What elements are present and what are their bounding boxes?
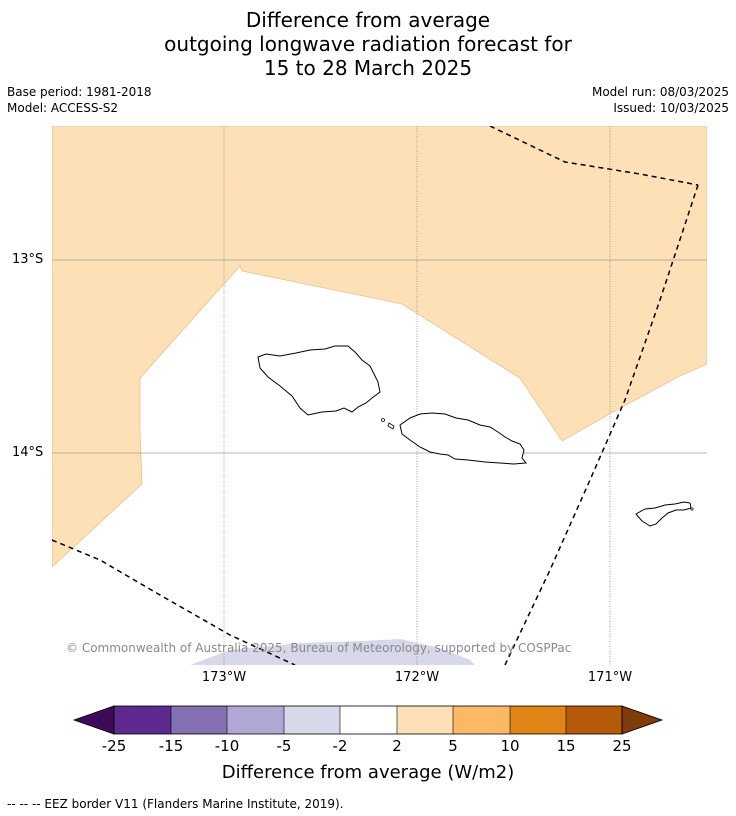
colorbar-tick: -15 bbox=[158, 737, 184, 755]
eez-border-east bbox=[504, 184, 699, 665]
colorbar-tick: -5 bbox=[276, 737, 292, 755]
colorbar-extend-low bbox=[72, 705, 115, 735]
colorbar-tick: 5 bbox=[448, 737, 458, 755]
meta-right: Model run: 08/03/2025 Issued: 10/03/2025 bbox=[592, 84, 729, 116]
colorbar-bin-6 bbox=[397, 706, 453, 734]
islet-3 bbox=[690, 507, 694, 511]
tutuila-island bbox=[635, 501, 692, 527]
colorbar bbox=[72, 705, 664, 735]
colorbar-bin-9 bbox=[566, 706, 622, 734]
colorbar-bin-4 bbox=[284, 706, 340, 734]
colorbar-bin-2 bbox=[171, 706, 227, 734]
colorbar-bin-5 bbox=[340, 706, 397, 734]
title-line-2: outgoing longwave radiation forecast for bbox=[164, 32, 572, 56]
colorbar-outline bbox=[113, 705, 623, 735]
colorbar-bin-3 bbox=[227, 706, 284, 734]
lon-label-173w: 173°W bbox=[201, 670, 247, 685]
title-line-1: Difference from average bbox=[245, 8, 491, 32]
lat-label-14s: 14°S bbox=[12, 445, 44, 460]
colorbar-bin-8 bbox=[510, 706, 566, 734]
anomaly-region-negative bbox=[190, 639, 475, 665]
model-run: Model run: 08/03/2025 bbox=[591, 85, 729, 99]
colorbar-extend-high bbox=[621, 705, 664, 735]
meta-left: Base period: 1981-2018 Model: ACCESS-S2 bbox=[7, 84, 152, 116]
colorbar-tick: -25 bbox=[101, 737, 127, 755]
colorbar-bin-7 bbox=[453, 706, 510, 734]
lat-label-13s: 13°S bbox=[12, 252, 44, 267]
colorbar-tick: 15 bbox=[556, 737, 576, 755]
colorbar-title: Difference from average (W/m2) bbox=[221, 762, 515, 783]
colorbar-bin-1 bbox=[114, 706, 171, 734]
lon-label-171w: 171°W bbox=[587, 670, 633, 685]
title-line-3: 15 to 28 March 2025 bbox=[263, 56, 473, 80]
islet-2 bbox=[387, 422, 395, 430]
upolu-island bbox=[399, 412, 527, 465]
anomaly-region-positive bbox=[52, 126, 707, 568]
issued-date: Issued: 10/03/2025 bbox=[613, 101, 729, 115]
chart-title: Difference from average outgoing longwav… bbox=[0, 8, 736, 80]
eez-border-west bbox=[52, 539, 296, 665]
islet-1 bbox=[381, 418, 385, 422]
eez-legend-footer: -- -- -- EEZ border V11 (Flanders Marine… bbox=[7, 797, 344, 811]
savaii-island bbox=[257, 345, 381, 416]
lon-label-172w: 172°W bbox=[394, 670, 440, 685]
colorbar-tick: -2 bbox=[332, 737, 348, 755]
colorbar-tick: -10 bbox=[214, 737, 240, 755]
colorbar-tick: 25 bbox=[612, 737, 632, 755]
model-name: Model: ACCESS-S2 bbox=[7, 101, 119, 115]
copyright-notice: © Commonwealth of Australia 2025, Bureau… bbox=[66, 641, 572, 655]
eez-border-north bbox=[489, 126, 699, 186]
colorbar-tick: 10 bbox=[500, 737, 520, 755]
colorbar-tick: 2 bbox=[392, 737, 402, 755]
colorbar-dividers bbox=[170, 706, 567, 734]
base-period: Base period: 1981-2018 bbox=[7, 85, 152, 99]
